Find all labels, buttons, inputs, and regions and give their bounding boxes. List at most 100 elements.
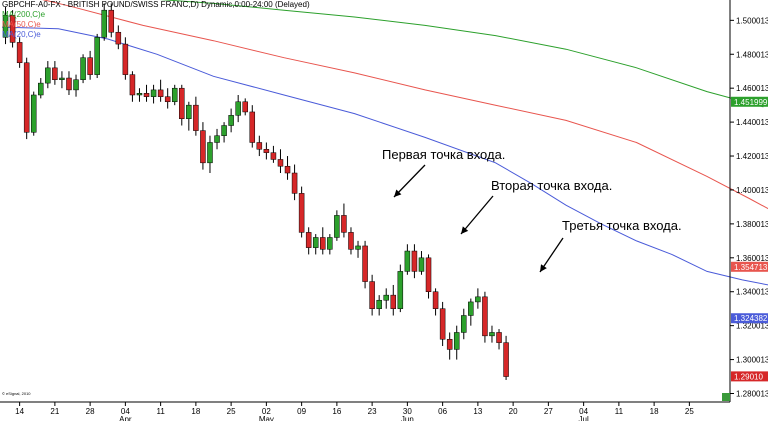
candle-body	[207, 142, 213, 164]
y-tick-label: 1.460013	[736, 84, 768, 93]
x-tick-label: 09	[297, 407, 306, 416]
legend-ma200: MA(200,C)e	[2, 10, 46, 19]
annotation-first-entry: Первая точка входа.	[382, 147, 506, 162]
price-label-box	[731, 371, 768, 382]
candle-body	[242, 101, 248, 113]
candle-body	[411, 250, 418, 272]
y-tick-label: 1.360013	[736, 254, 768, 263]
candle-body	[52, 67, 58, 80]
x-tick-label: 11	[615, 407, 624, 416]
annotation-arrows	[393, 164, 564, 273]
candle-body	[376, 299, 382, 309]
candle-body	[390, 294, 397, 309]
candle-body	[263, 149, 270, 153]
y-tick-label: 1.380013	[736, 220, 768, 229]
annotation-second-entry: Вторая точка входа.	[491, 178, 613, 193]
candle-body	[87, 57, 93, 75]
x-tick-label: 20	[509, 407, 518, 416]
price-label: 1.354713	[734, 263, 768, 272]
x-tick-label: 30	[403, 407, 412, 416]
candle-body	[320, 237, 326, 250]
candle-body	[305, 232, 312, 248]
candle-body	[249, 111, 256, 143]
candle-body	[432, 291, 439, 309]
candle-body	[221, 125, 227, 136]
month-label: May	[259, 415, 274, 421]
y-tick-label: 1.280013	[736, 389, 768, 398]
price-label: 1.451999	[734, 98, 768, 107]
x-tick-label: 16	[332, 407, 341, 416]
candle-body	[73, 79, 79, 91]
candle-body	[468, 301, 474, 316]
legend-ma50: MA(50,C)e	[2, 20, 41, 29]
x-tick-label: 23	[368, 407, 377, 416]
candle-body	[66, 77, 72, 91]
candle-body	[270, 152, 277, 160]
month-label: Jun	[401, 415, 414, 421]
ma50-line	[42, 0, 768, 210]
candle-body	[30, 94, 37, 133]
candle-body	[38, 82, 44, 96]
candle-body	[143, 93, 150, 97]
x-tick-label: 27	[544, 407, 553, 416]
annotation-third-entry: Третья точка входа.	[562, 218, 682, 233]
arrow-second-entry-head	[461, 226, 469, 234]
candle-body	[348, 232, 354, 250]
y-tick-label: 1.440013	[736, 118, 768, 127]
scroll-corner-icon[interactable]	[722, 393, 730, 401]
candle-body	[2, 15, 9, 38]
x-tick-label: 25	[685, 407, 694, 416]
moving-averages	[1, 0, 768, 286]
candle-body	[298, 193, 305, 233]
x-tick-label: 13	[473, 407, 482, 416]
candle-body	[496, 332, 502, 343]
candle-body	[9, 15, 16, 43]
candle-body	[355, 245, 361, 250]
arrow-first-entry	[393, 164, 426, 198]
candle-body	[284, 165, 291, 174]
candle-body	[136, 93, 143, 96]
candle-body	[439, 308, 446, 340]
candle-body	[101, 9, 107, 38]
y-tick-label: 1.300013	[736, 356, 768, 365]
arrow-second-entry	[460, 195, 494, 235]
x-tick-label: 18	[650, 407, 659, 416]
x-tick-label: 04	[121, 407, 130, 416]
price-label-box	[731, 261, 768, 272]
price-label-box	[731, 96, 768, 107]
candle-body	[446, 338, 453, 350]
candle-body	[312, 237, 319, 248]
candle-body	[108, 9, 115, 33]
x-tick-label: 04	[579, 407, 588, 416]
y-tick-label: 1.500013	[736, 16, 768, 25]
candle-body	[115, 31, 122, 45]
y-tick-label: 1.320013	[736, 322, 768, 331]
candle-body	[80, 57, 86, 80]
candle-body	[214, 135, 220, 143]
x-tick-label: 14	[15, 407, 24, 416]
candle-body	[383, 294, 389, 301]
candle-body	[291, 172, 298, 194]
candle-body	[461, 315, 467, 333]
candle-body	[453, 332, 460, 350]
price-label: 1.29010	[734, 372, 763, 381]
month-label: Apr	[119, 415, 132, 421]
candle-body	[256, 142, 263, 150]
candle-body	[150, 89, 157, 97]
y-tick-label: 1.420013	[736, 152, 768, 161]
candle-body	[59, 77, 65, 80]
x-tick-label: 06	[438, 407, 447, 416]
price-label-box	[731, 313, 768, 324]
candle-body	[369, 281, 375, 309]
candle-body	[16, 42, 23, 64]
ma20-line	[1, 26, 768, 286]
candle-body	[157, 89, 164, 97]
candle-body	[362, 245, 368, 282]
candle-body	[397, 271, 404, 309]
candle-body	[164, 96, 171, 103]
candle-body	[129, 74, 136, 96]
candle-body	[482, 296, 488, 337]
x-tick-label: 25	[227, 407, 236, 416]
